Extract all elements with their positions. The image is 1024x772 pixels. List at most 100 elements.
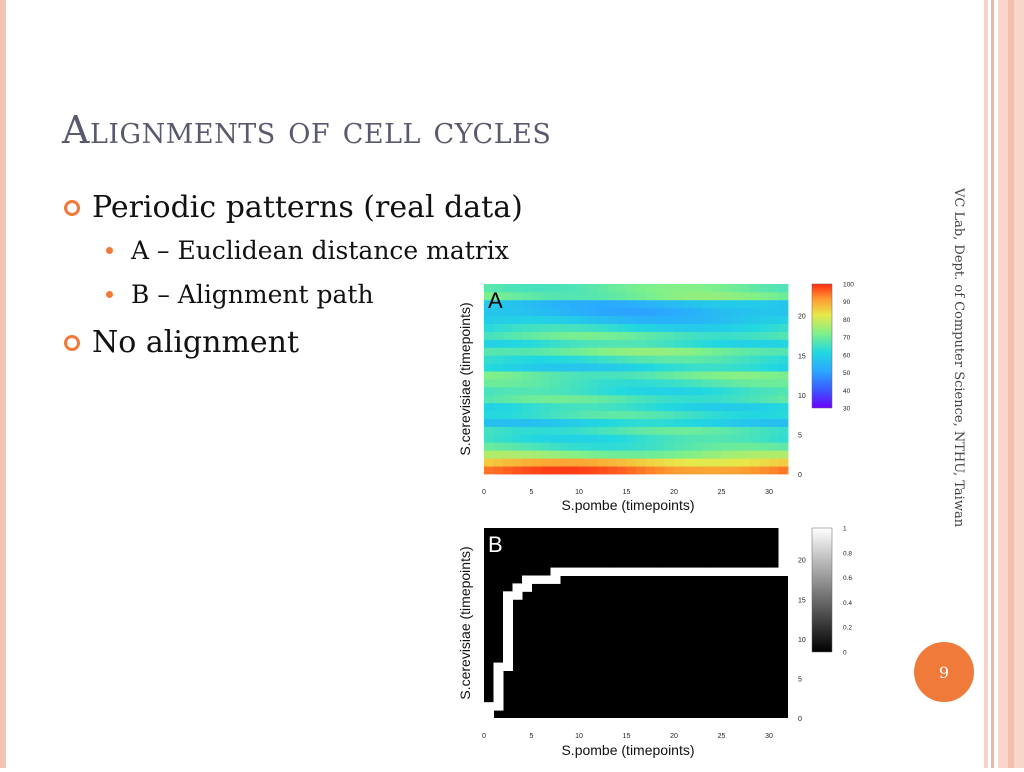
heatmap-cell bbox=[484, 299, 494, 309]
x-tick-label: 25 bbox=[718, 489, 726, 496]
x-tick-label: 20 bbox=[670, 489, 678, 496]
heatmap-cell bbox=[569, 386, 580, 396]
heatmap-cell bbox=[493, 299, 504, 309]
heatmap-cell bbox=[721, 363, 732, 372]
heatmap-cell bbox=[721, 331, 732, 340]
heatmap-cell bbox=[645, 379, 656, 388]
heatmap-cell bbox=[522, 331, 532, 340]
heatmap-cell bbox=[607, 323, 618, 332]
heatmap-cell bbox=[598, 291, 608, 301]
heatmap-cell bbox=[503, 442, 513, 451]
heatmap-cell bbox=[731, 347, 741, 356]
heatmap-cell bbox=[522, 284, 532, 293]
alignment-path-cell bbox=[778, 551, 789, 561]
heatmap-cell bbox=[740, 458, 751, 467]
heatmap-cell bbox=[721, 307, 732, 317]
heatmap-cell bbox=[569, 426, 580, 435]
heatmap-cell bbox=[579, 379, 589, 388]
heatmap-cell bbox=[636, 284, 646, 293]
heatmap-cell bbox=[598, 307, 608, 317]
heatmap-cell bbox=[560, 394, 570, 404]
heatmap-cell bbox=[683, 402, 694, 412]
heatmap-cell bbox=[712, 386, 722, 396]
heatmap-cell bbox=[712, 299, 722, 309]
heatmap-cell bbox=[550, 347, 561, 356]
heatmap-cell bbox=[664, 410, 675, 419]
heatmap-cell bbox=[588, 315, 599, 324]
heatmap-cell bbox=[522, 291, 532, 301]
heatmap-cell bbox=[731, 284, 741, 293]
heatmap-cell bbox=[731, 307, 741, 317]
y-tick-label: 10 bbox=[798, 393, 806, 400]
heatmap-cell bbox=[702, 299, 713, 309]
heatmap-cell bbox=[721, 434, 732, 443]
heatmap-cell bbox=[531, 410, 542, 419]
heatmap-cell bbox=[778, 418, 789, 427]
heatmap-cell bbox=[769, 442, 779, 451]
heatmap-cell bbox=[550, 371, 561, 380]
heatmap-cell bbox=[778, 347, 789, 356]
heatmap-cell bbox=[607, 418, 618, 427]
heatmap-cell bbox=[683, 355, 694, 364]
colorbar-tick-label: 0.6 bbox=[843, 575, 852, 582]
heatmap-cell bbox=[569, 458, 580, 467]
heatmap-cell bbox=[569, 363, 580, 372]
heatmap-cell bbox=[693, 418, 703, 427]
alignment-path-cell bbox=[493, 678, 504, 687]
heatmap-cell bbox=[721, 442, 732, 451]
alignment-path-cell bbox=[522, 575, 532, 584]
heatmap-cell bbox=[560, 331, 570, 340]
heatmap-cell bbox=[712, 284, 722, 293]
heatmap-cell bbox=[702, 394, 713, 404]
heatmap-cell bbox=[740, 355, 751, 364]
heatmap-cell bbox=[560, 371, 570, 380]
heatmap-cell bbox=[674, 355, 684, 364]
heatmap-cell bbox=[579, 458, 589, 467]
heatmap-cell bbox=[579, 315, 589, 324]
heatmap-cell bbox=[636, 442, 646, 451]
heatmap-cell bbox=[712, 315, 722, 324]
alignment-path-cell bbox=[778, 535, 789, 545]
heatmap-cell bbox=[655, 434, 665, 443]
dot-bullet-icon bbox=[106, 291, 113, 298]
x-axis-ticks: 0 5 10 15 20 25 30 bbox=[482, 489, 773, 496]
heatmap-cell bbox=[731, 402, 741, 412]
heatmap-cell bbox=[598, 339, 608, 348]
heatmap-cell bbox=[541, 299, 551, 309]
heatmap-cell bbox=[693, 371, 703, 380]
heatmap-cell bbox=[759, 299, 770, 309]
heatmap-cell bbox=[759, 284, 770, 293]
slide-title: Alignments of cell cycles bbox=[62, 108, 552, 152]
heatmap-cell bbox=[740, 466, 751, 475]
heatmap-cell bbox=[636, 315, 646, 324]
heatmap-cell bbox=[550, 291, 561, 301]
heatmap-cell bbox=[607, 379, 618, 388]
heatmap-cell bbox=[778, 339, 789, 348]
heatmap-cell bbox=[664, 363, 675, 372]
heatmap-cell bbox=[636, 331, 646, 340]
heatmap-cell bbox=[617, 284, 627, 293]
heatmap-cell bbox=[683, 371, 694, 380]
heatmap-cell bbox=[769, 394, 779, 404]
heatmap-cell bbox=[550, 307, 561, 317]
heatmap-cell bbox=[712, 434, 722, 443]
heatmap-cell bbox=[664, 386, 675, 396]
heatmap-cell bbox=[541, 394, 551, 404]
heatmap-cell bbox=[503, 331, 513, 340]
heatmap-cell bbox=[617, 363, 627, 372]
heatmap-cell bbox=[493, 410, 504, 419]
colorbar-tick-label: 70 bbox=[843, 335, 851, 342]
heatmap-cell bbox=[645, 284, 656, 293]
heatmap-cell bbox=[636, 466, 646, 475]
heatmap-cell bbox=[740, 315, 751, 324]
heatmap-cell bbox=[550, 363, 561, 372]
heatmap-cell bbox=[664, 291, 675, 301]
heatmap-cell bbox=[750, 363, 760, 372]
panel-label: A bbox=[488, 288, 503, 313]
heatmap-cell bbox=[750, 434, 760, 443]
heatmap-cell bbox=[740, 307, 751, 317]
heatmap-cell bbox=[484, 371, 494, 380]
heatmap-cell bbox=[674, 466, 684, 475]
alignment-path-cell bbox=[645, 567, 656, 576]
